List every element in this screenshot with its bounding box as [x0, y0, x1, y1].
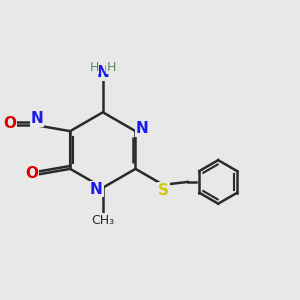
Text: O: O: [25, 166, 38, 181]
Text: N: N: [97, 65, 109, 80]
Text: H: H: [89, 61, 99, 74]
Text: H: H: [107, 61, 116, 74]
Text: O: O: [3, 116, 16, 131]
Text: N: N: [136, 121, 148, 136]
Text: N: N: [90, 182, 103, 197]
Text: CH₃: CH₃: [91, 214, 114, 227]
Text: N: N: [30, 112, 43, 127]
Text: S: S: [158, 182, 169, 197]
